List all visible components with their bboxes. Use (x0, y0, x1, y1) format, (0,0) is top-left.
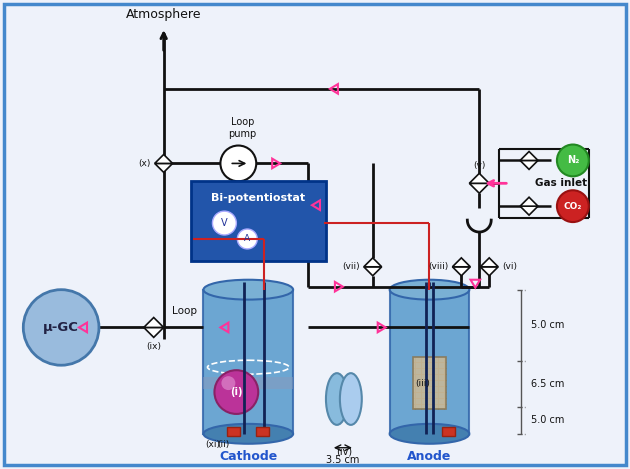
Polygon shape (364, 267, 382, 276)
Text: (v): (v) (473, 161, 486, 170)
FancyBboxPatch shape (190, 182, 326, 261)
FancyBboxPatch shape (256, 427, 269, 436)
Text: (ii): (ii) (217, 440, 230, 449)
Text: (vii): (vii) (342, 262, 360, 271)
Text: (ix): (ix) (146, 342, 161, 351)
Circle shape (212, 211, 236, 235)
Text: (viii): (viii) (428, 262, 449, 271)
Text: Gas inlet: Gas inlet (535, 178, 587, 189)
Text: CO₂: CO₂ (564, 202, 582, 211)
Polygon shape (155, 154, 173, 163)
FancyBboxPatch shape (203, 290, 293, 434)
Circle shape (238, 229, 257, 249)
Circle shape (557, 144, 589, 176)
Polygon shape (452, 267, 471, 276)
Polygon shape (469, 174, 490, 183)
Polygon shape (155, 163, 173, 173)
Ellipse shape (203, 424, 293, 444)
Text: (i): (i) (230, 387, 243, 397)
FancyBboxPatch shape (227, 427, 240, 436)
Text: 3.5 cm: 3.5 cm (326, 454, 360, 465)
Polygon shape (144, 327, 164, 337)
Text: N₂: N₂ (566, 155, 579, 166)
Polygon shape (520, 197, 538, 206)
Ellipse shape (390, 280, 469, 300)
Polygon shape (520, 206, 538, 215)
Ellipse shape (203, 280, 293, 300)
Text: Atmosphere: Atmosphere (126, 8, 202, 21)
Polygon shape (144, 318, 164, 327)
Circle shape (214, 370, 258, 414)
Polygon shape (480, 267, 498, 276)
FancyBboxPatch shape (390, 290, 469, 434)
Circle shape (557, 190, 589, 222)
Text: 6.5 cm: 6.5 cm (531, 379, 564, 389)
FancyBboxPatch shape (413, 357, 447, 409)
Text: (iv): (iv) (336, 447, 352, 457)
Text: (x): (x) (139, 159, 151, 168)
Text: (vi): (vi) (502, 262, 517, 271)
Polygon shape (520, 151, 538, 160)
Ellipse shape (390, 424, 469, 444)
Text: 5.0 cm: 5.0 cm (531, 415, 564, 425)
Circle shape (221, 376, 236, 390)
FancyBboxPatch shape (442, 427, 455, 436)
Text: Loop
pump: Loop pump (228, 117, 256, 138)
Polygon shape (480, 258, 498, 267)
Text: μ-GC: μ-GC (43, 321, 79, 334)
FancyBboxPatch shape (4, 4, 626, 465)
Text: (xi): (xi) (205, 440, 220, 449)
Ellipse shape (340, 373, 362, 425)
Text: Anode: Anode (408, 450, 452, 463)
Text: Bi-potentiostat: Bi-potentiostat (211, 193, 306, 203)
Polygon shape (364, 258, 382, 267)
Text: A: A (244, 234, 250, 243)
Text: 5.0 cm: 5.0 cm (531, 320, 564, 331)
Text: Cathode: Cathode (219, 450, 277, 463)
Text: V: V (221, 218, 227, 228)
Circle shape (23, 290, 99, 365)
Ellipse shape (326, 373, 348, 425)
Text: (iii): (iii) (416, 378, 430, 387)
Polygon shape (520, 160, 538, 169)
Text: Loop: Loop (171, 305, 197, 316)
Polygon shape (469, 183, 490, 193)
FancyBboxPatch shape (203, 377, 293, 389)
Polygon shape (452, 258, 471, 267)
Circle shape (220, 145, 256, 182)
